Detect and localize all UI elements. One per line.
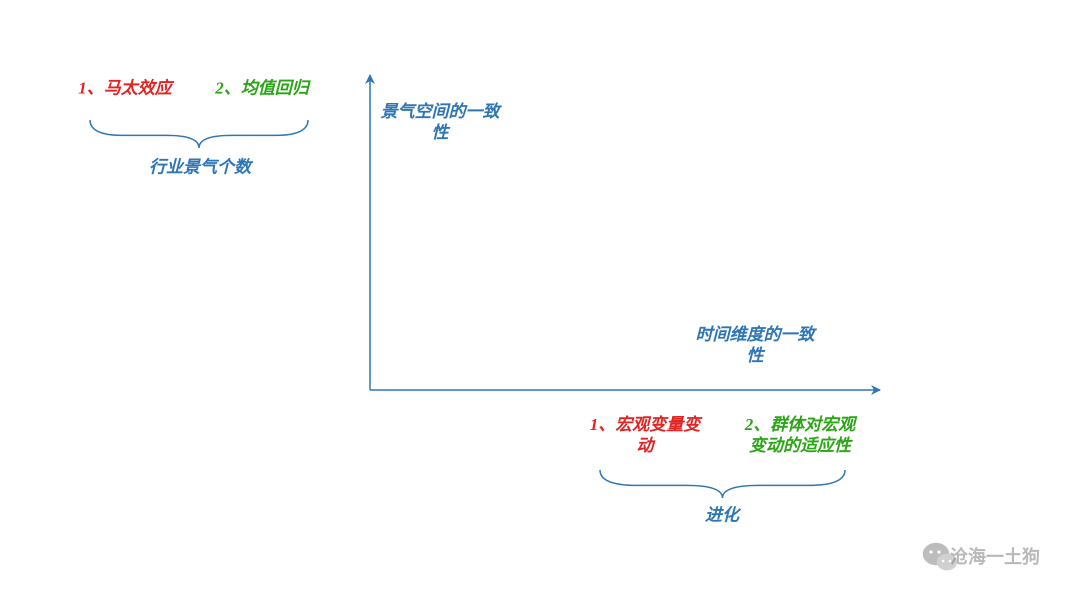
bottom-caption: 进化: [705, 504, 739, 525]
bottom-item-2: 2、群体对宏观 变动的适应性: [745, 414, 856, 457]
top-item-2: 2、均值回归: [215, 77, 309, 98]
diagram-stage: 景气空间的一致 性时间维度的一致 性 1、马太效应 2、均值回归行业景气个数 1、宏观…: [0, 0, 1080, 590]
bottom-item-1: 1、宏观变量变 动: [590, 414, 701, 457]
top-item-1: 1、马太效应: [78, 77, 172, 98]
watermark-text: 沧海一土狗: [950, 546, 1040, 569]
x-axis-label: 时间维度的一致 性: [696, 324, 815, 367]
y-axis-label: 景气空间的一致 性: [381, 101, 500, 144]
top-caption: 行业景气个数: [149, 156, 251, 177]
